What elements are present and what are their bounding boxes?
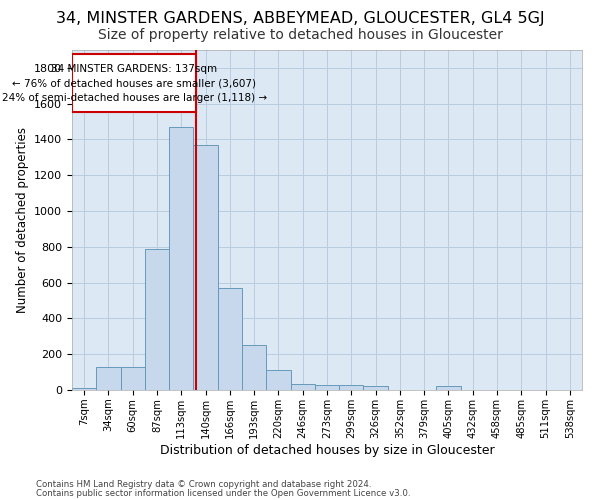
X-axis label: Distribution of detached houses by size in Gloucester: Distribution of detached houses by size … [160,444,494,456]
Bar [218,288,242,390]
Bar [145,248,169,390]
Y-axis label: Number of detached properties: Number of detached properties [16,127,29,313]
Text: Contains HM Land Registry data © Crown copyright and database right 2024.: Contains HM Land Registry data © Crown c… [36,480,371,489]
Text: 34, MINSTER GARDENS, ABBEYMEAD, GLOUCESTER, GL4 5GJ: 34, MINSTER GARDENS, ABBEYMEAD, GLOUCEST… [56,11,544,26]
Bar [193,145,218,390]
Bar [72,54,196,112]
Text: ← 76% of detached houses are smaller (3,607): ← 76% of detached houses are smaller (3,… [12,78,256,88]
Bar [339,384,364,390]
Bar [121,366,145,390]
Text: 24% of semi-detached houses are larger (1,118) →: 24% of semi-detached houses are larger (… [2,93,267,103]
Bar [72,388,96,390]
Text: Contains public sector information licensed under the Open Government Licence v3: Contains public sector information licen… [36,489,410,498]
Bar [266,370,290,390]
Bar [315,384,339,390]
Bar [242,346,266,390]
Text: Size of property relative to detached houses in Gloucester: Size of property relative to detached ho… [98,28,502,42]
Bar [169,127,193,390]
Bar [290,384,315,390]
Bar [364,386,388,390]
Bar [96,366,121,390]
Bar [436,386,461,390]
Text: 34 MINSTER GARDENS: 137sqm: 34 MINSTER GARDENS: 137sqm [51,64,217,74]
